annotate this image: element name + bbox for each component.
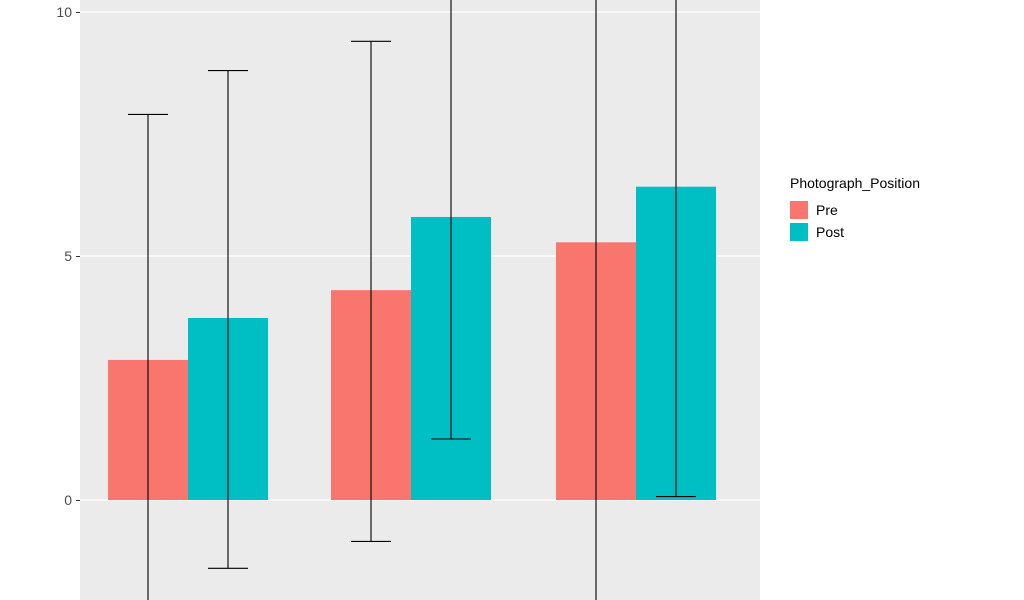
legend-item-post: Post — [790, 223, 920, 241]
legend-title: Photograph_Position — [790, 175, 920, 191]
legend-swatch — [790, 223, 808, 241]
legend-swatch — [790, 201, 808, 219]
legend-label: Pre — [816, 202, 838, 218]
legend: Photograph_Position Pre Post — [790, 175, 920, 245]
chart-container: ean Number of GSR Peaks Per Photograph +… — [0, 0, 1024, 600]
plot-panel — [80, 0, 760, 600]
y-tick-label: 5 — [64, 248, 72, 264]
y-tick-label: 10 — [56, 4, 72, 20]
legend-label: Post — [816, 224, 844, 240]
y-tick-label: 0 — [64, 492, 72, 508]
y-axis-ticks: 0 5 10 — [0, 0, 80, 600]
legend-item-pre: Pre — [790, 201, 920, 219]
